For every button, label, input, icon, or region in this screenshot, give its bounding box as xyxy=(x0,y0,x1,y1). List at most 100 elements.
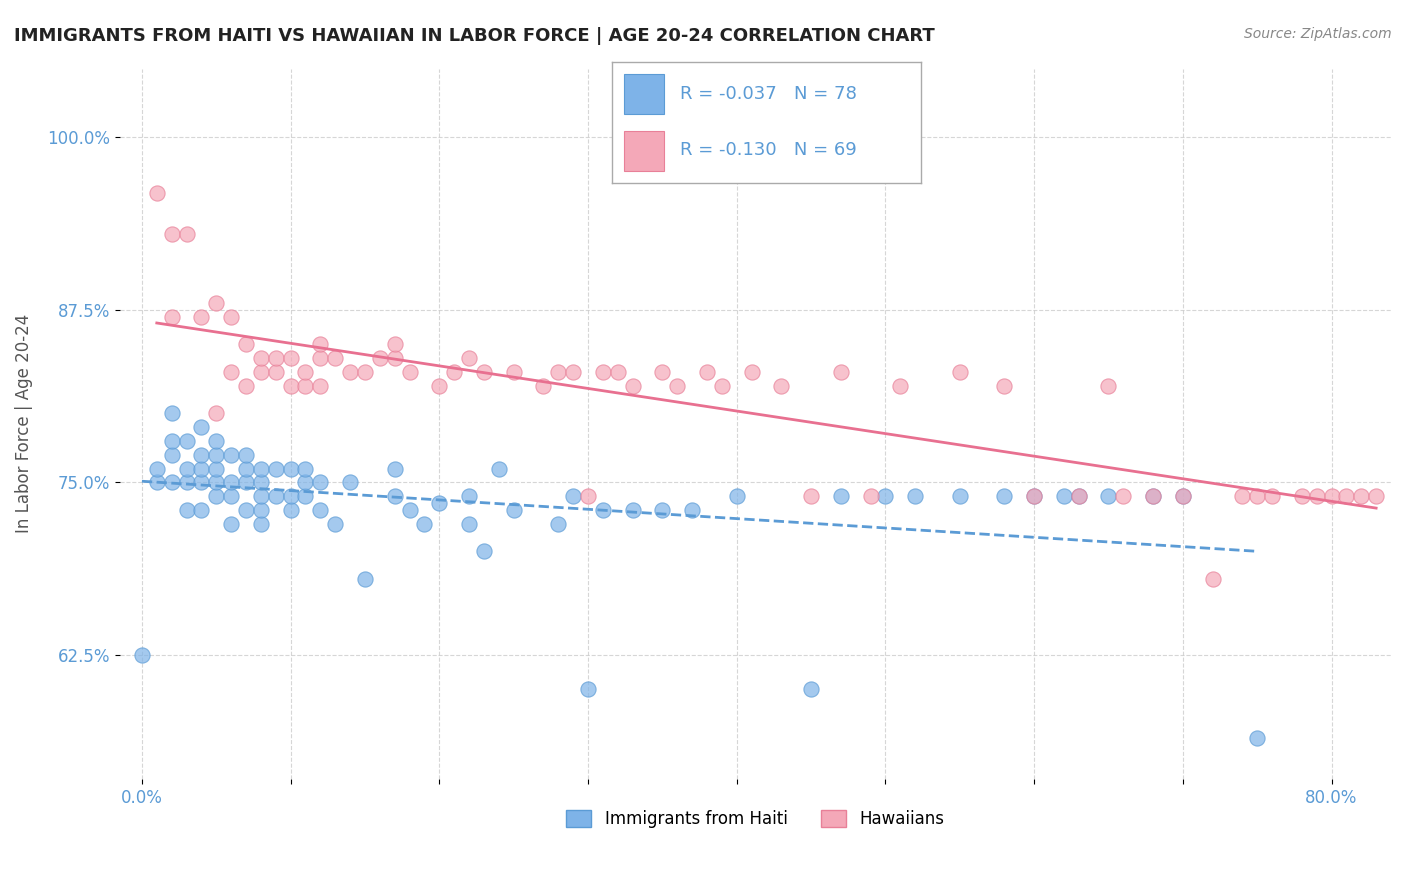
Point xyxy=(398,365,420,379)
Point xyxy=(146,186,169,200)
Point xyxy=(993,489,1015,503)
Point xyxy=(294,461,316,475)
Point xyxy=(309,503,332,517)
Point xyxy=(458,489,481,503)
Point xyxy=(1201,572,1223,586)
Point xyxy=(190,310,212,324)
Point xyxy=(488,461,510,475)
Y-axis label: In Labor Force | Age 20-24: In Labor Force | Age 20-24 xyxy=(15,314,32,533)
Point xyxy=(160,406,183,420)
Point xyxy=(621,378,644,392)
Point xyxy=(1097,378,1119,392)
Point xyxy=(562,365,585,379)
Point xyxy=(502,503,524,517)
Point xyxy=(205,461,228,475)
Point xyxy=(354,572,377,586)
Point xyxy=(294,365,316,379)
Point xyxy=(250,489,273,503)
Point xyxy=(1067,489,1090,503)
Point xyxy=(131,648,153,662)
Point xyxy=(176,227,198,241)
Point xyxy=(160,448,183,462)
Point xyxy=(1261,489,1284,503)
Point xyxy=(681,503,703,517)
Point xyxy=(235,378,257,392)
Point xyxy=(904,489,927,503)
Point xyxy=(710,378,733,392)
Point xyxy=(1112,489,1135,503)
Point xyxy=(427,496,450,510)
Point xyxy=(264,461,287,475)
Point xyxy=(339,475,361,490)
Point xyxy=(190,475,212,490)
Point xyxy=(621,503,644,517)
Point xyxy=(830,365,852,379)
Legend: Immigrants from Haiti, Hawaiians: Immigrants from Haiti, Hawaiians xyxy=(560,803,950,835)
Point xyxy=(531,378,554,392)
Point xyxy=(294,489,316,503)
Point xyxy=(190,420,212,434)
Point xyxy=(280,378,302,392)
Point xyxy=(219,310,242,324)
Point xyxy=(190,461,212,475)
Point xyxy=(205,489,228,503)
Text: R = -0.037   N = 78: R = -0.037 N = 78 xyxy=(679,85,856,103)
Point xyxy=(576,489,599,503)
Text: Source: ZipAtlas.com: Source: ZipAtlas.com xyxy=(1244,27,1392,41)
Point xyxy=(725,489,748,503)
Point xyxy=(280,461,302,475)
Point xyxy=(339,365,361,379)
Point xyxy=(235,337,257,351)
Point xyxy=(176,475,198,490)
Point xyxy=(1291,489,1313,503)
Point xyxy=(280,351,302,366)
Point xyxy=(606,365,628,379)
Point xyxy=(592,503,614,517)
Point xyxy=(280,489,302,503)
Point xyxy=(889,378,911,392)
Point xyxy=(264,489,287,503)
Point xyxy=(1024,489,1046,503)
Point xyxy=(398,503,420,517)
Point xyxy=(219,365,242,379)
Point xyxy=(190,448,212,462)
Point xyxy=(741,365,763,379)
Point xyxy=(205,296,228,310)
Point xyxy=(770,378,793,392)
Point xyxy=(250,365,273,379)
Point xyxy=(800,489,823,503)
Point xyxy=(250,503,273,517)
Point xyxy=(235,475,257,490)
Point xyxy=(250,351,273,366)
Point xyxy=(294,378,316,392)
Point xyxy=(219,475,242,490)
Point xyxy=(176,434,198,448)
Point xyxy=(280,503,302,517)
Point xyxy=(1097,489,1119,503)
Point xyxy=(190,503,212,517)
Point xyxy=(443,365,465,379)
Point xyxy=(458,351,481,366)
Point xyxy=(427,378,450,392)
Point xyxy=(384,489,406,503)
Point xyxy=(666,378,689,392)
Point xyxy=(696,365,718,379)
Point xyxy=(800,682,823,697)
Point xyxy=(859,489,882,503)
Bar xyxy=(624,131,664,171)
Point xyxy=(949,365,972,379)
Point xyxy=(472,544,495,558)
Point xyxy=(309,351,332,366)
Point xyxy=(160,475,183,490)
Text: R = -0.130   N = 69: R = -0.130 N = 69 xyxy=(679,141,856,160)
Point xyxy=(160,227,183,241)
Point xyxy=(1246,489,1268,503)
Point xyxy=(1232,489,1254,503)
Point xyxy=(219,448,242,462)
Point xyxy=(146,475,169,490)
Point xyxy=(250,516,273,531)
Point xyxy=(309,378,332,392)
Text: IMMIGRANTS FROM HAITI VS HAWAIIAN IN LABOR FORCE | AGE 20-24 CORRELATION CHART: IMMIGRANTS FROM HAITI VS HAWAIIAN IN LAB… xyxy=(14,27,935,45)
Point xyxy=(1350,489,1372,503)
Point xyxy=(458,516,481,531)
